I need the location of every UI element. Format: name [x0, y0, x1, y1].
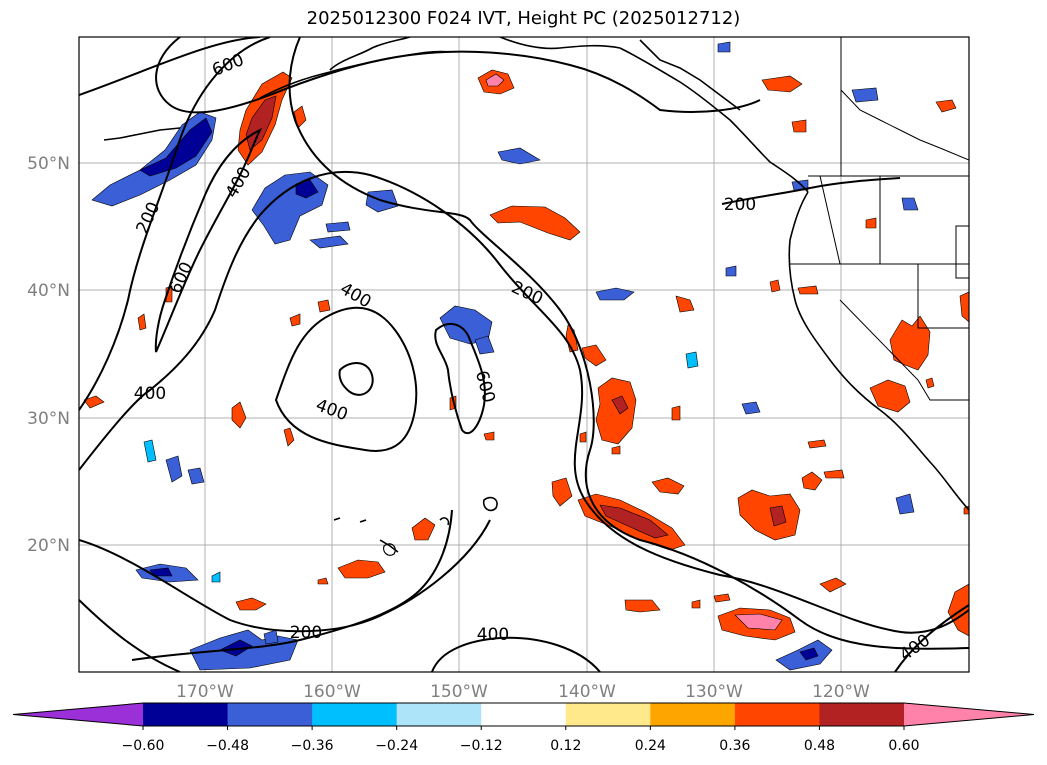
colorbar-segment — [227, 703, 313, 726]
political-borders — [790, 37, 969, 401]
colorbar-tick-label: 0.48 — [804, 738, 835, 754]
map-title: 2025012300 F024 IVT, Height PC (20250127… — [306, 8, 741, 29]
colorbar-tick-label: 0.60 — [888, 738, 919, 754]
lat-label: 40°N — [27, 281, 70, 301]
colorbar-segment — [481, 703, 567, 726]
colorbar-tick-label: 0.12 — [550, 738, 581, 754]
colorbar-tick-label: −0.36 — [291, 738, 334, 754]
colorbar-tick-label: 0.36 — [719, 738, 750, 754]
lat-label: 20°N — [27, 536, 70, 556]
lon-label: 170°W — [176, 682, 234, 702]
map-area — [79, 37, 969, 672]
colorbar — [12, 702, 1035, 727]
ivt-negative-anomalies — [91, 41, 919, 671]
colorbar-segment — [819, 703, 905, 726]
map-frame — [78, 36, 970, 673]
colorbar-tick-label: −0.48 — [206, 738, 249, 754]
coastlines — [103, 37, 969, 553]
colorbar-segment — [143, 703, 229, 726]
colorbar-segment — [734, 703, 820, 726]
colorbar-tick-label: −0.60 — [122, 738, 165, 754]
colorbar-tick-label: −0.12 — [460, 738, 503, 754]
lon-label: 120°W — [812, 682, 870, 702]
contour-label: 400 — [134, 384, 166, 404]
colorbar-extend-high — [904, 703, 1034, 726]
lon-label: 150°W — [430, 682, 488, 702]
colorbar-ticks: −0.60 −0.48 −0.36 −0.24 −0.12 0.12 0.24 0.36 0.4… — [122, 726, 920, 754]
latitude-labels: 50°N 40°N 30°N 20°N — [27, 154, 70, 556]
contour-label: 200 — [290, 623, 322, 643]
colorbar-segment — [396, 703, 482, 726]
lat-label: 30°N — [27, 409, 70, 429]
colorbar-segment — [565, 703, 651, 726]
lon-label: 130°W — [685, 682, 743, 702]
colorbar-tick-label: −0.24 — [375, 738, 418, 754]
lon-label: 140°W — [558, 682, 616, 702]
colorbar-segment — [312, 703, 398, 726]
lon-label: 160°W — [303, 682, 361, 702]
lat-label: 50°N — [27, 154, 70, 174]
colorbar-extend-low — [13, 703, 143, 726]
colorbar-tick-label: 0.24 — [635, 738, 666, 754]
contour-label: 400 — [477, 625, 509, 645]
contour-label: 200 — [724, 195, 756, 215]
colorbar-segment — [650, 703, 736, 726]
map-content: 600 400 200 600 400 200 400 200 400 600 … — [79, 37, 969, 672]
longitude-labels: 170°W 160°W 150°W 140°W 130°W 120°W — [176, 682, 870, 702]
